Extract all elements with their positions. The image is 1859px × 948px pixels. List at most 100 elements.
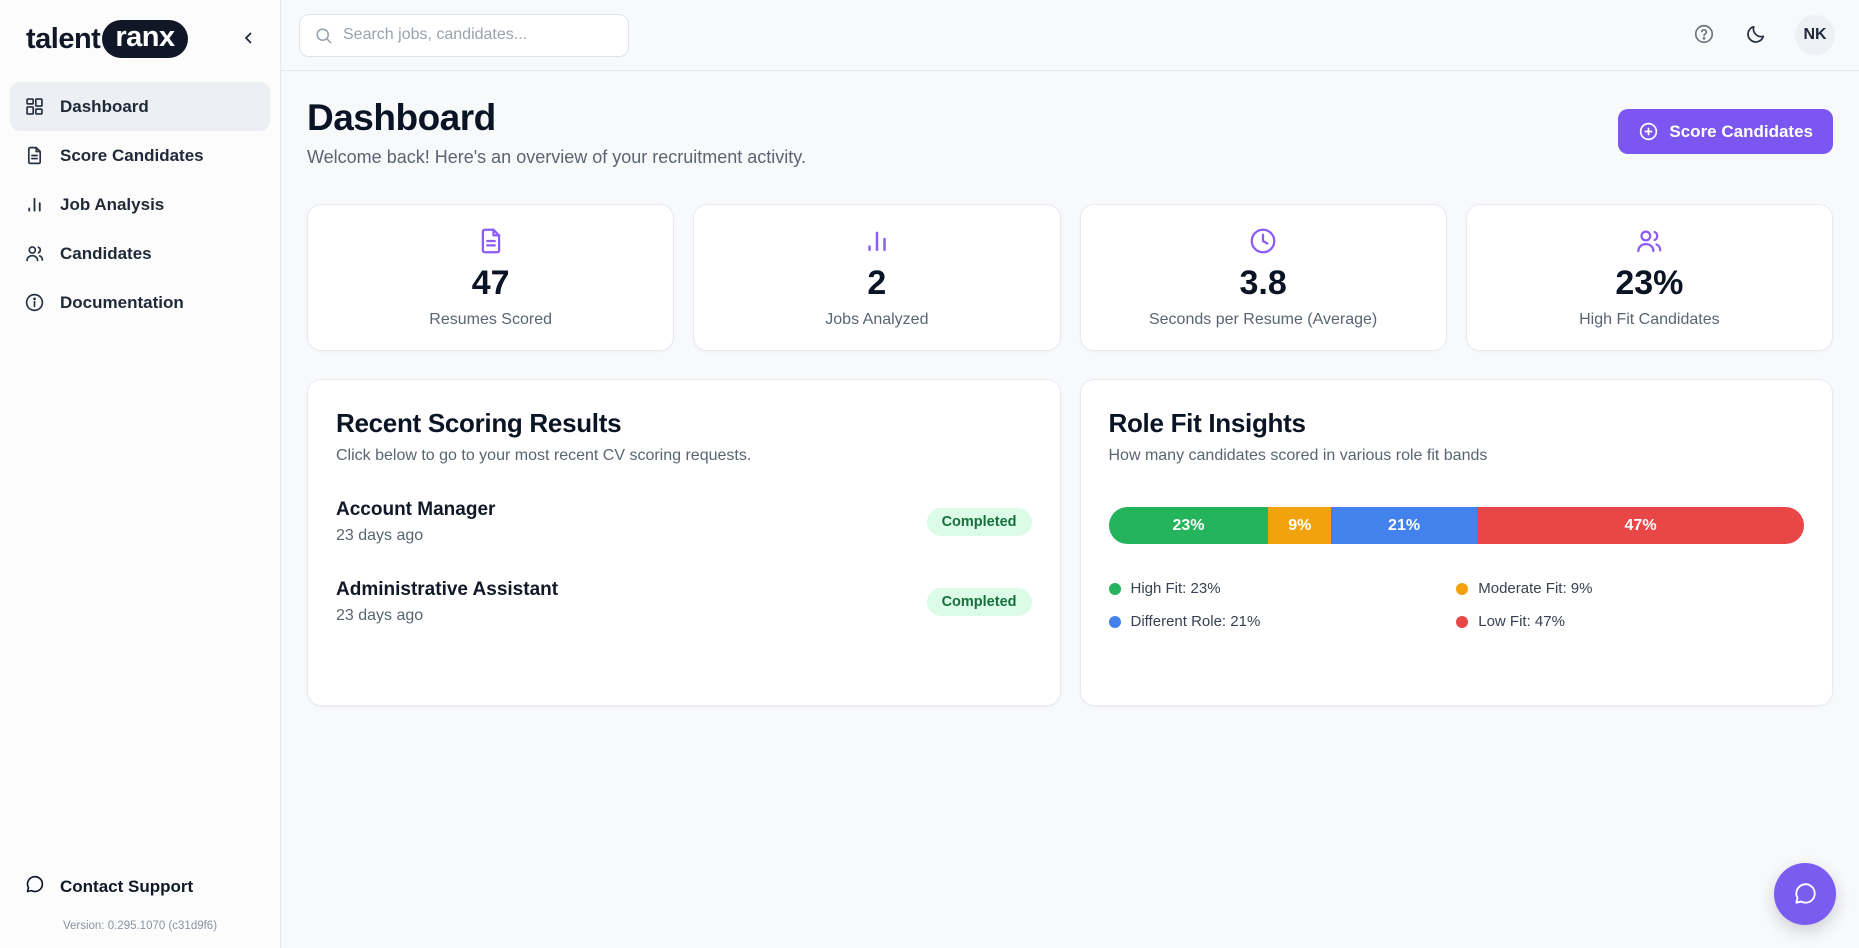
- bar-chart-icon: [862, 226, 892, 256]
- page-title: Dashboard: [307, 97, 496, 138]
- panel-title: Role Fit Insights: [1108, 408, 1306, 438]
- panel-subtitle: Click below to go to your most recent CV…: [336, 447, 752, 464]
- stat-card-seconds-per-resume: 3.8 Seconds per Resume (Average): [1079, 204, 1447, 351]
- stat-value: 2: [867, 264, 887, 302]
- legend-item-high-fit: High Fit: 23%: [1108, 580, 1457, 597]
- legend-label: Different Role: 21%: [1130, 613, 1261, 630]
- stat-label: Seconds per Resume (Average): [1148, 311, 1378, 328]
- legend-label: Low Fit: 47%: [1478, 613, 1565, 630]
- stat-value: 3.8: [1239, 264, 1287, 302]
- sidebar-item-documentation[interactable]: Documentation: [10, 278, 270, 327]
- sidebar-nav: Dashboard Score Candidates Job Analysis …: [0, 72, 280, 862]
- stat-value: 23%: [1615, 264, 1684, 302]
- list-item[interactable]: Account Manager 23 days ago Completed: [336, 499, 1032, 545]
- sidebar-footer: Contact Support Version: 0.295.1070 (c31…: [0, 862, 280, 948]
- chevron-left-icon: [240, 29, 258, 50]
- sidebar-item-label: Documentation: [60, 292, 184, 312]
- job-title: Account Manager: [336, 499, 496, 520]
- clock-icon: [1248, 226, 1278, 256]
- sidebar-item-label: Dashboard: [60, 96, 149, 116]
- sidebar: talent ranx Dashboard Score Candidat: [0, 0, 281, 948]
- info-icon: [24, 292, 45, 313]
- sidebar-item-label: Score Candidates: [60, 145, 204, 165]
- role-fit-stacked-bar: 23% 9% 21% 47%: [1108, 507, 1805, 544]
- sidebar-item-job-analysis[interactable]: Job Analysis: [10, 180, 270, 229]
- page-header: Dashboard Welcome back! Here's an overvi…: [307, 97, 1833, 168]
- stat-value: 47: [471, 264, 510, 302]
- score-candidates-button[interactable]: Score Candidates: [1618, 109, 1833, 154]
- page-subtitle: Welcome back! Here's an overview of your…: [307, 147, 806, 167]
- contact-support-link[interactable]: Contact Support: [10, 862, 270, 912]
- recent-list: Account Manager 23 days ago Completed Ad…: [336, 499, 1032, 625]
- job-time: 23 days ago: [336, 527, 424, 544]
- topbar-actions: NK: [1691, 15, 1835, 55]
- sidebar-item-score-candidates[interactable]: Score Candidates: [10, 131, 270, 180]
- users-icon: [1634, 226, 1664, 256]
- status-badge: Completed: [926, 588, 1032, 616]
- search-icon: [314, 26, 333, 45]
- chat-bubble-icon: [1792, 881, 1818, 907]
- help-icon: [1693, 23, 1715, 48]
- stats-row: 47 Resumes Scored 2 Jobs Analyzed 3.8 Se…: [307, 204, 1833, 351]
- stat-card-high-fit: 23% High Fit Candidates: [1465, 204, 1833, 351]
- search-box[interactable]: [299, 13, 629, 57]
- chart-legend: High Fit: 23% Moderate Fit: 9% Different…: [1108, 580, 1805, 630]
- bar-chart-icon: [24, 194, 45, 215]
- brand-logo-text: talent: [26, 22, 101, 55]
- legend-item-different-role: Different Role: 21%: [1108, 613, 1457, 630]
- legend-dot-icon: [1108, 615, 1121, 628]
- bar-segment-low-fit: 47%: [1477, 507, 1804, 544]
- brand-logo: talent ranx: [26, 20, 188, 58]
- page-content: Dashboard Welcome back! Here's an overvi…: [281, 71, 1859, 706]
- main-area: NK Dashboard Welcome back! Here's an ove…: [281, 0, 1859, 948]
- sidebar-collapse-button[interactable]: [236, 25, 262, 54]
- sidebar-item-label: Candidates: [60, 243, 152, 263]
- stat-card-jobs-analyzed: 2 Jobs Analyzed: [693, 204, 1061, 351]
- help-button[interactable]: [1691, 21, 1717, 50]
- search-input[interactable]: [343, 26, 614, 44]
- stat-label: Resumes Scored: [429, 311, 552, 328]
- user-avatar[interactable]: NK: [1795, 15, 1835, 55]
- plus-circle-icon: [1638, 121, 1659, 142]
- bar-segment-high-fit: 23%: [1108, 507, 1269, 544]
- sidebar-header: talent ranx: [0, 0, 280, 72]
- legend-dot-icon: [1456, 615, 1469, 628]
- legend-label: High Fit: 23%: [1130, 580, 1221, 597]
- job-title: Administrative Assistant: [336, 579, 559, 600]
- chat-bubble-icon: [24, 874, 45, 900]
- document-icon: [476, 226, 506, 256]
- moon-icon: [1745, 23, 1767, 48]
- panel-subtitle: How many candidates scored in various ro…: [1108, 447, 1488, 464]
- topbar: NK: [281, 0, 1859, 71]
- stat-label: High Fit Candidates: [1579, 311, 1720, 328]
- legend-dot-icon: [1108, 582, 1121, 595]
- legend-item-low-fit: Low Fit: 47%: [1456, 613, 1804, 630]
- role-fit-insights-panel: Role Fit Insights How many candidates sc…: [1079, 379, 1833, 706]
- legend-dot-icon: [1456, 582, 1469, 595]
- score-candidates-button-label: Score Candidates: [1669, 121, 1813, 141]
- brand-logo-pill: ranx: [102, 20, 188, 58]
- job-time: 23 days ago: [336, 607, 424, 624]
- users-icon: [24, 243, 45, 264]
- legend-label: Moderate Fit: 9%: [1478, 580, 1593, 597]
- sidebar-item-dashboard[interactable]: Dashboard: [10, 82, 270, 131]
- status-badge: Completed: [926, 508, 1032, 536]
- panels-row: Recent Scoring Results Click below to go…: [307, 379, 1833, 706]
- legend-item-moderate-fit: Moderate Fit: 9%: [1456, 580, 1804, 597]
- list-item[interactable]: Administrative Assistant 23 days ago Com…: [336, 579, 1032, 625]
- grid-icon: [24, 96, 45, 117]
- bar-segment-moderate-fit: 9%: [1268, 507, 1332, 544]
- bar-segment-different-role: 21%: [1331, 507, 1478, 544]
- sidebar-item-label: Job Analysis: [60, 194, 165, 214]
- recent-scoring-results-panel: Recent Scoring Results Click below to go…: [307, 379, 1061, 706]
- document-icon: [24, 145, 45, 166]
- version-text: Version: 0.295.1070 (c31d9f6): [62, 920, 218, 932]
- sidebar-item-candidates[interactable]: Candidates: [10, 229, 270, 278]
- stat-card-resumes-scored: 47 Resumes Scored: [307, 204, 675, 351]
- panel-title: Recent Scoring Results: [336, 408, 622, 438]
- contact-support-label: Contact Support: [60, 877, 194, 896]
- chat-fab-button[interactable]: [1774, 863, 1836, 925]
- stat-label: Jobs Analyzed: [825, 311, 929, 328]
- dark-mode-toggle[interactable]: [1743, 21, 1769, 50]
